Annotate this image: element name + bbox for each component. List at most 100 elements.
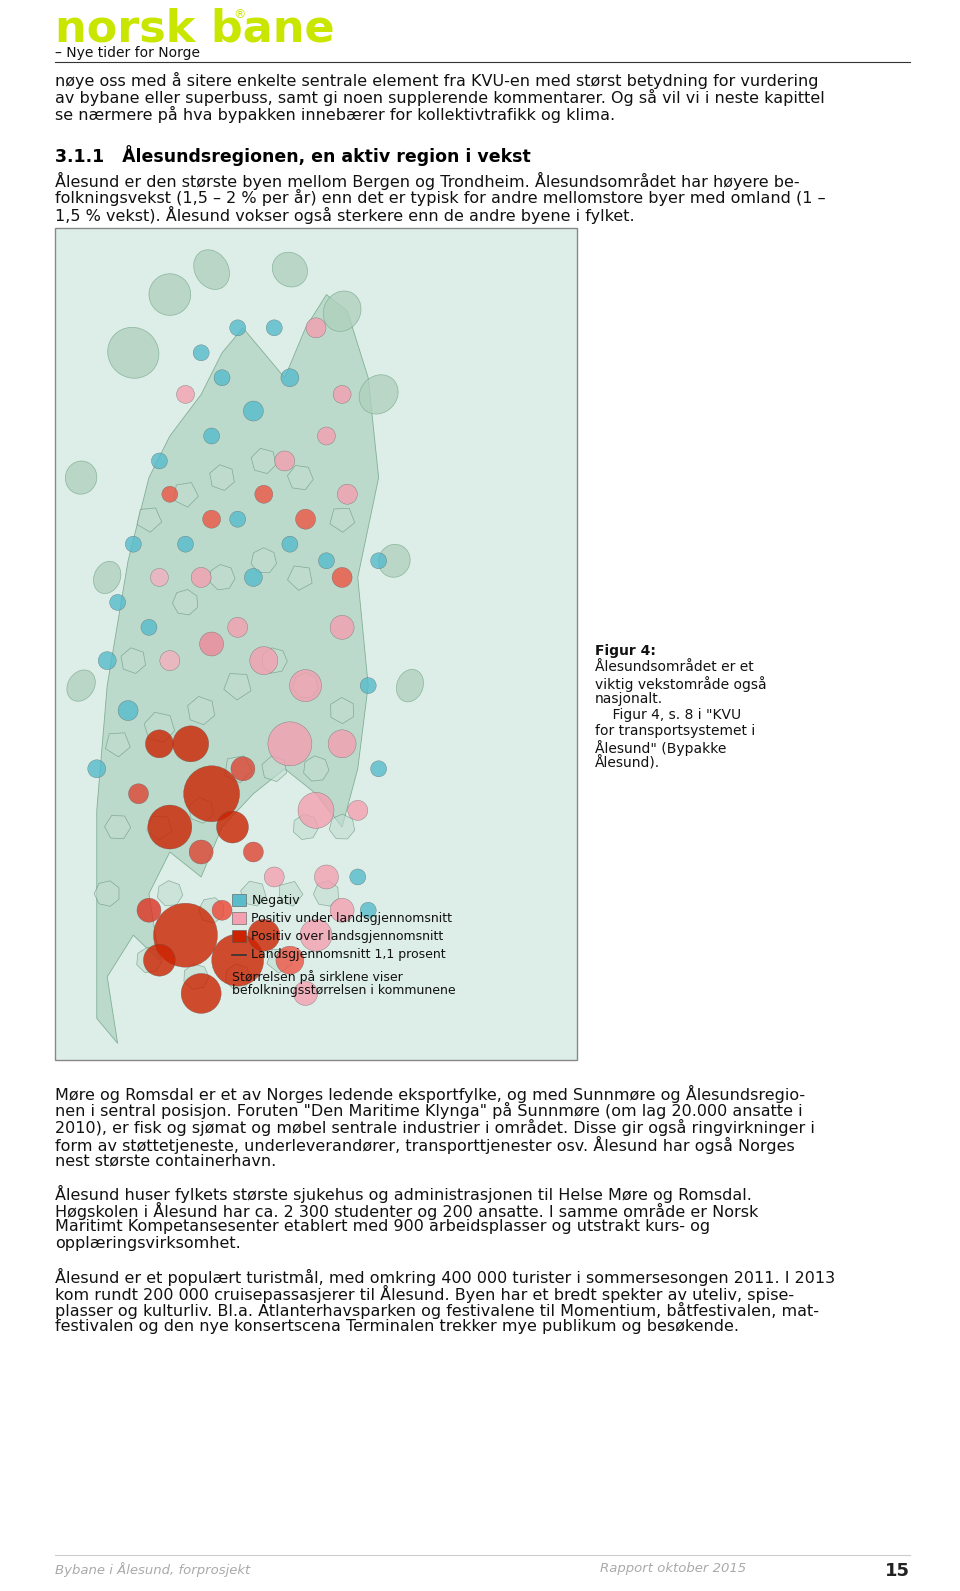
Circle shape <box>248 920 279 951</box>
Polygon shape <box>252 547 276 573</box>
Circle shape <box>330 616 354 640</box>
Circle shape <box>333 385 351 404</box>
Circle shape <box>264 867 284 886</box>
Circle shape <box>298 792 334 829</box>
Text: Ålesund huser fylkets største sjukehus og administrasjonen til Helse Møre og Rom: Ålesund huser fylkets største sjukehus o… <box>55 1185 752 1203</box>
Text: nasjonalt.: nasjonalt. <box>595 692 663 706</box>
Ellipse shape <box>149 274 191 315</box>
Polygon shape <box>187 697 215 724</box>
Text: folkningsvekst (1,5 – 2 % per år) enn det er typisk for andre mellomstore byer m: folkningsvekst (1,5 – 2 % per år) enn de… <box>55 189 826 205</box>
Circle shape <box>371 760 387 776</box>
Circle shape <box>244 401 263 422</box>
Ellipse shape <box>359 375 398 414</box>
Circle shape <box>214 369 230 385</box>
Text: befolkningsstørrelsen i kommunene: befolkningsstørrelsen i kommunene <box>232 983 456 996</box>
Circle shape <box>141 619 156 635</box>
Polygon shape <box>330 508 354 533</box>
Circle shape <box>228 617 248 638</box>
Circle shape <box>152 453 167 469</box>
Circle shape <box>266 320 282 336</box>
Text: Landsgjennomsnitt 1,1 prosent: Landsgjennomsnitt 1,1 prosent <box>252 948 446 961</box>
Circle shape <box>275 450 295 471</box>
Circle shape <box>360 678 376 694</box>
FancyBboxPatch shape <box>232 929 247 942</box>
Circle shape <box>330 899 354 923</box>
Polygon shape <box>97 294 378 1044</box>
Text: Negativ: Negativ <box>252 894 300 907</box>
Polygon shape <box>224 673 252 700</box>
Text: ®: ® <box>233 8 246 21</box>
Ellipse shape <box>324 291 361 331</box>
Circle shape <box>212 901 232 920</box>
Text: Ålesund er et populært turistmål, med omkring 400 000 turister i sommersesongen : Ålesund er et populært turistmål, med om… <box>55 1268 835 1286</box>
Circle shape <box>118 700 138 721</box>
Text: Ålesundsområdet er et: Ålesundsområdet er et <box>595 660 754 675</box>
Text: 3.1.1   Ålesundsregionen, en aktiv region i vekst: 3.1.1 Ålesundsregionen, en aktiv region … <box>55 145 531 165</box>
Polygon shape <box>199 897 224 923</box>
Polygon shape <box>105 816 131 838</box>
Text: 1,5 % vekst). Ålesund vokser også sterkere enn de andre byene i fylket.: 1,5 % vekst). Ålesund vokser også sterke… <box>55 205 635 224</box>
Polygon shape <box>147 816 172 840</box>
Polygon shape <box>136 947 162 972</box>
Circle shape <box>159 651 180 671</box>
Circle shape <box>306 318 326 337</box>
Polygon shape <box>94 881 119 907</box>
Circle shape <box>250 646 277 675</box>
Circle shape <box>319 552 334 570</box>
Circle shape <box>290 670 322 702</box>
Circle shape <box>231 757 255 781</box>
Circle shape <box>204 428 220 444</box>
Text: 2010), er fisk og sjømat og møbel sentrale industrier i området. Disse gir også : 2010), er fisk og sjømat og møbel sentra… <box>55 1118 815 1136</box>
Text: plasser og kulturliv. Bl.a. Atlanterhavsparken og festivalene til Momentium, båt: plasser og kulturliv. Bl.a. Atlanterhavs… <box>55 1301 819 1319</box>
Text: form av støttetjeneste, underleverandører, transporttjenester osv. Ålesund har o: form av støttetjeneste, underleverandøre… <box>55 1136 795 1153</box>
Text: opplæringsvirksomhet.: opplæringsvirksomhet. <box>55 1236 241 1251</box>
Text: av bybane eller superbuss, samt gi noen supplerende kommentarer. Og så vil vi i : av bybane eller superbuss, samt gi noen … <box>55 89 825 107</box>
Ellipse shape <box>194 250 229 290</box>
Circle shape <box>360 902 376 918</box>
Polygon shape <box>210 565 235 590</box>
Polygon shape <box>137 508 161 531</box>
Circle shape <box>281 369 299 387</box>
Circle shape <box>328 730 356 757</box>
Circle shape <box>109 595 126 611</box>
Polygon shape <box>121 648 146 673</box>
Circle shape <box>268 722 312 765</box>
Text: Positiv under landsgjennomsnitt: Positiv under landsgjennomsnitt <box>252 912 452 924</box>
Text: Ålesund).: Ålesund). <box>595 756 660 770</box>
Text: Bybane i Ålesund, forprosjekt: Bybane i Ålesund, forprosjekt <box>55 1562 251 1577</box>
Ellipse shape <box>108 328 159 379</box>
Text: Ålesund" (Bypakke: Ålesund" (Bypakke <box>595 740 727 756</box>
Circle shape <box>177 385 195 404</box>
Circle shape <box>162 487 178 503</box>
Circle shape <box>254 485 273 503</box>
FancyBboxPatch shape <box>232 912 247 924</box>
Circle shape <box>98 652 116 670</box>
Circle shape <box>143 943 176 977</box>
Polygon shape <box>287 566 312 590</box>
Circle shape <box>203 511 221 528</box>
Circle shape <box>137 899 161 923</box>
Circle shape <box>244 842 263 862</box>
Circle shape <box>129 784 149 803</box>
Circle shape <box>332 568 352 587</box>
Circle shape <box>126 536 141 552</box>
Polygon shape <box>279 881 303 907</box>
Circle shape <box>349 869 366 885</box>
Ellipse shape <box>273 253 307 286</box>
Polygon shape <box>157 880 182 905</box>
Text: Positiv over landsgjennomsnitt: Positiv over landsgjennomsnitt <box>252 931 444 943</box>
Circle shape <box>229 511 246 527</box>
FancyBboxPatch shape <box>55 228 577 1060</box>
Circle shape <box>348 800 368 821</box>
Polygon shape <box>330 697 353 724</box>
Circle shape <box>181 974 221 1013</box>
Text: Figur 4, s. 8 i "KVU: Figur 4, s. 8 i "KVU <box>595 708 741 722</box>
Ellipse shape <box>378 544 410 578</box>
Polygon shape <box>173 590 198 616</box>
Polygon shape <box>303 756 329 781</box>
Circle shape <box>151 568 168 587</box>
Polygon shape <box>174 482 199 508</box>
Ellipse shape <box>396 670 423 702</box>
Circle shape <box>145 730 174 757</box>
Polygon shape <box>106 733 131 757</box>
